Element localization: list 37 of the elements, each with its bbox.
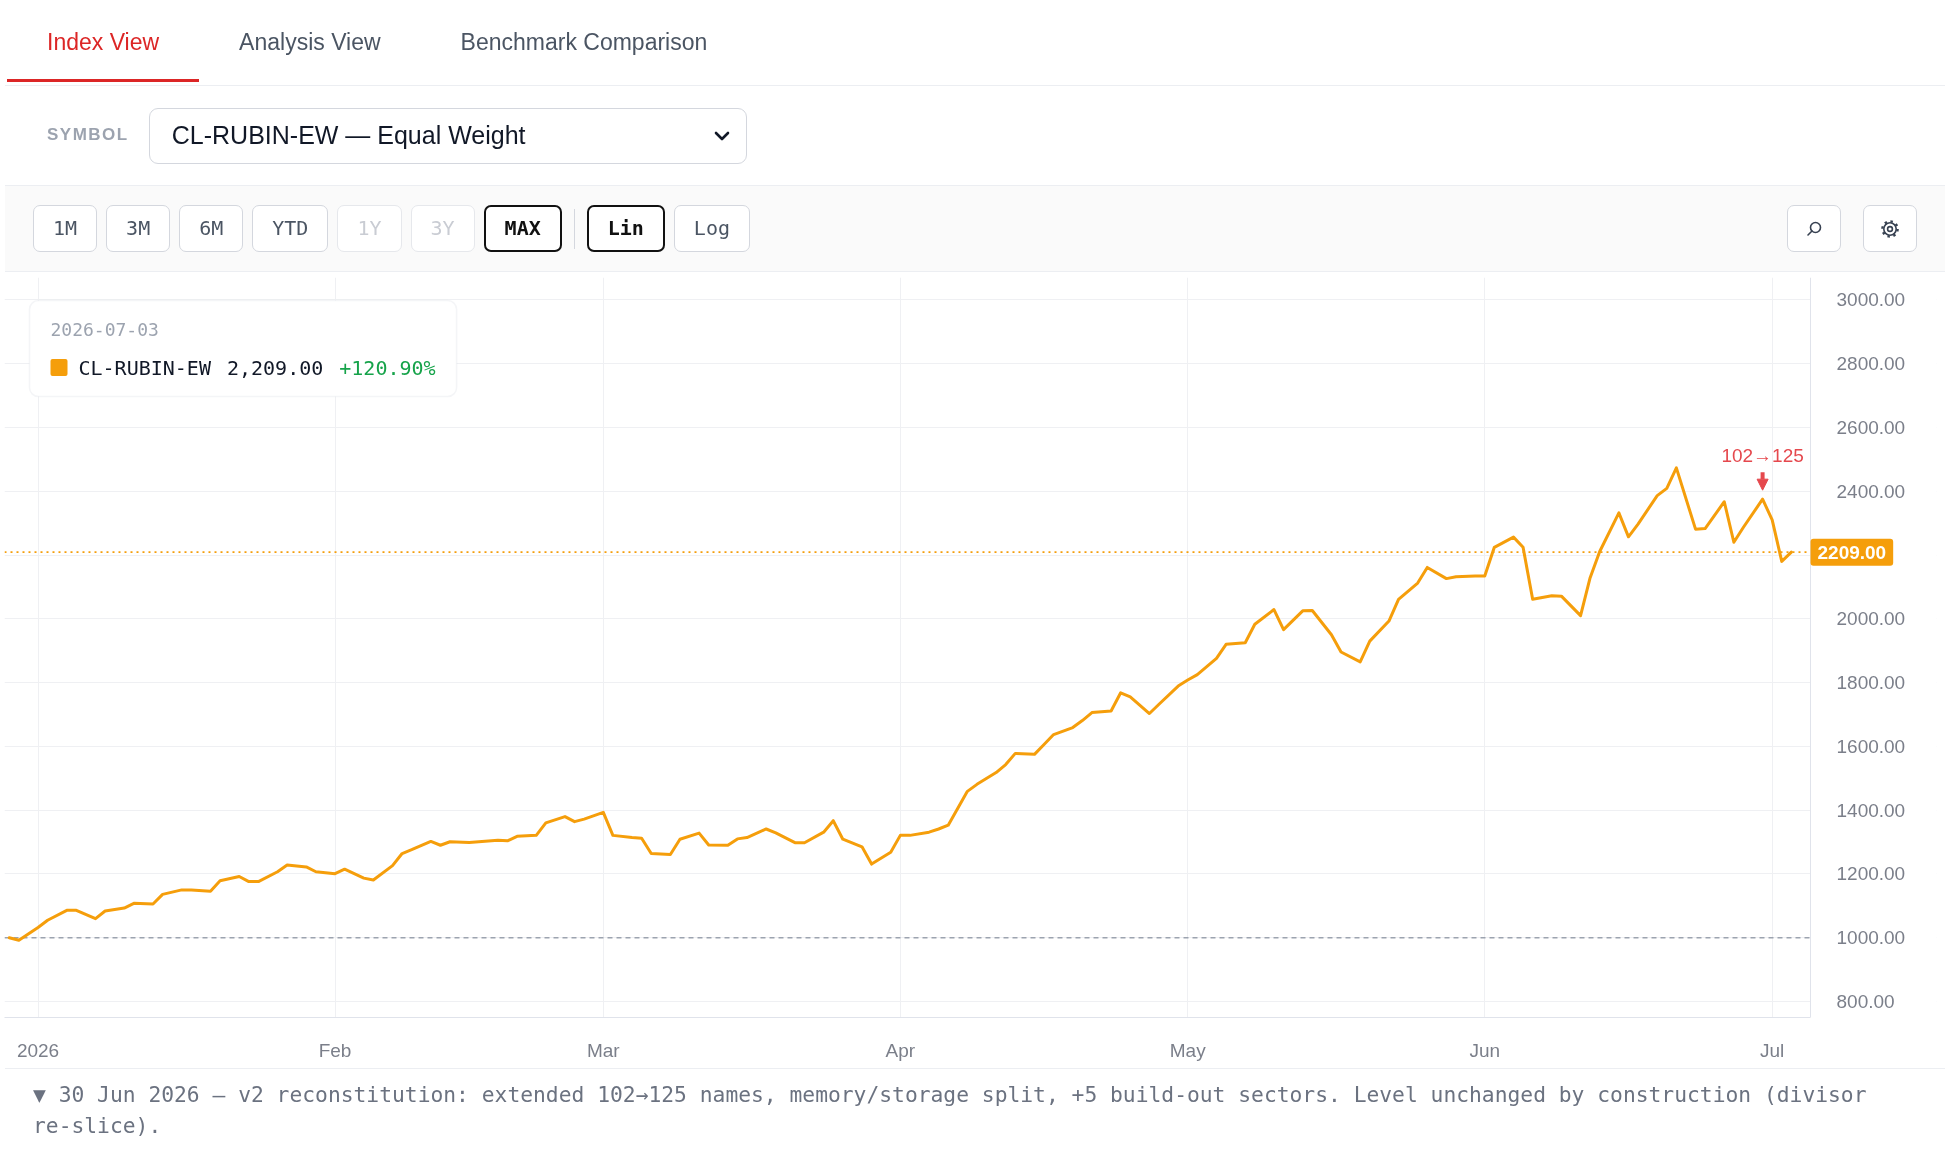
y-tick-label: 2400.00: [1836, 480, 1906, 502]
text: 6M: [179, 205, 244, 252]
annotation: +120.90%: [339, 355, 436, 380]
text: CL-RUBIN-EW — Equal Weight: [171, 119, 526, 151]
x-tick-label: Feb: [318, 1039, 352, 1061]
text: MAX: [483, 205, 562, 252]
text: Log: [673, 205, 750, 252]
x-tick-label: Jun: [1469, 1039, 1501, 1061]
x-tick-label: 2026: [16, 1039, 60, 1061]
text: 3M: [106, 205, 171, 252]
y-tick-label: 2600.00: [1836, 416, 1906, 438]
legend-label: CL-RUBIN-EW: [78, 355, 212, 380]
text: Lin: [586, 205, 665, 252]
text: Benchmark Comparison: [459, 27, 709, 57]
y-tick-label: 1800.00: [1836, 672, 1906, 694]
y-tick-label: 3000.00: [1836, 289, 1906, 311]
annotation: 2,209.00: [226, 355, 324, 380]
y-tick-label: 800.00: [1836, 991, 1895, 1013]
y-tick-label: 1200.00: [1836, 863, 1906, 885]
legend-title: 2026-07-03: [50, 319, 159, 340]
x-tick-label: May: [1169, 1039, 1207, 1061]
x-tick-label: Apr: [885, 1039, 916, 1061]
x-tick-label: Jul: [1760, 1039, 1785, 1061]
x-tick-label: Mar: [586, 1039, 621, 1061]
y-tick-label: 1000.00: [1836, 927, 1906, 949]
y-tick-label: 2800.00: [1836, 353, 1906, 375]
y-tick-label: 2000.00: [1836, 608, 1906, 630]
y-tick-label: 1600.00: [1836, 735, 1906, 757]
text: ▼ 30 Jun 2026 — v2 reconstitution: extended 102→125 names, memory/storage split, +5 build-out sectors. Level unchanged by construction (divisor re-slice).: [5, 1068, 1945, 1151]
text: YTD: [252, 205, 329, 252]
ref-line-label: 2209.00: [1817, 541, 1887, 563]
text: 1M: [33, 205, 98, 252]
text: SYMBOL: [47, 124, 129, 147]
annotation: 102→125: [1721, 445, 1804, 467]
text: Analysis View: [238, 27, 382, 57]
y-tick-label: 1400.00: [1836, 799, 1906, 821]
text: Index View: [7, 5, 200, 82]
